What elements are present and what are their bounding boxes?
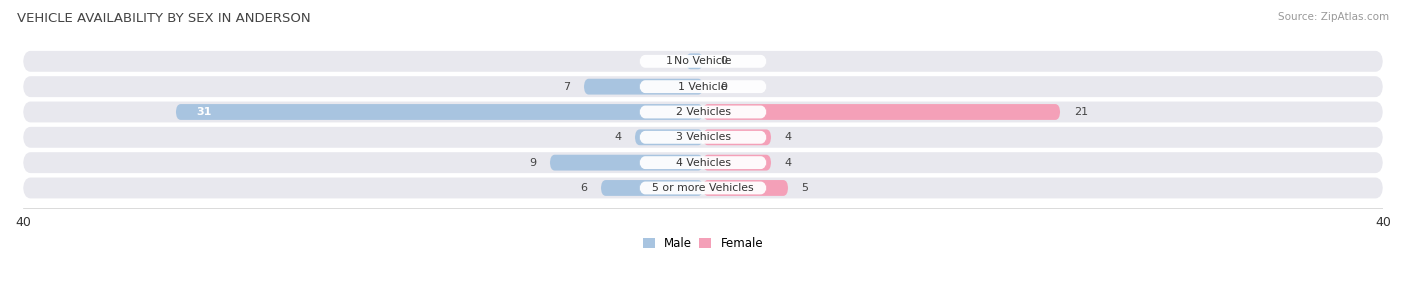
Text: 4: 4 — [614, 132, 621, 142]
FancyBboxPatch shape — [640, 55, 766, 68]
Text: 31: 31 — [197, 107, 212, 117]
FancyBboxPatch shape — [583, 79, 703, 95]
FancyBboxPatch shape — [22, 76, 1384, 97]
Text: 4 Vehicles: 4 Vehicles — [675, 158, 731, 168]
Text: Source: ZipAtlas.com: Source: ZipAtlas.com — [1278, 12, 1389, 22]
FancyBboxPatch shape — [703, 155, 770, 170]
FancyBboxPatch shape — [703, 180, 787, 196]
FancyBboxPatch shape — [22, 102, 1384, 122]
FancyBboxPatch shape — [22, 51, 1384, 72]
Text: 4: 4 — [785, 132, 792, 142]
Legend: Male, Female: Male, Female — [638, 232, 768, 255]
Text: 4: 4 — [785, 158, 792, 168]
FancyBboxPatch shape — [550, 155, 703, 170]
FancyBboxPatch shape — [640, 131, 766, 144]
FancyBboxPatch shape — [703, 129, 770, 145]
Text: No Vehicle: No Vehicle — [675, 56, 731, 66]
Text: 21: 21 — [1074, 107, 1088, 117]
Text: 5: 5 — [801, 183, 808, 193]
Text: 0: 0 — [720, 82, 727, 92]
Text: 3 Vehicles: 3 Vehicles — [675, 132, 731, 142]
Text: 0: 0 — [720, 56, 727, 66]
FancyBboxPatch shape — [640, 156, 766, 169]
FancyBboxPatch shape — [640, 80, 766, 93]
Text: VEHICLE AVAILABILITY BY SEX IN ANDERSON: VEHICLE AVAILABILITY BY SEX IN ANDERSON — [17, 12, 311, 25]
Text: 2 Vehicles: 2 Vehicles — [675, 107, 731, 117]
FancyBboxPatch shape — [600, 180, 703, 196]
FancyBboxPatch shape — [22, 152, 1384, 173]
Text: 6: 6 — [581, 183, 588, 193]
FancyBboxPatch shape — [636, 129, 703, 145]
FancyBboxPatch shape — [686, 53, 703, 69]
FancyBboxPatch shape — [22, 178, 1384, 199]
FancyBboxPatch shape — [22, 127, 1384, 148]
Text: 1: 1 — [665, 56, 672, 66]
FancyBboxPatch shape — [176, 104, 703, 120]
Text: 7: 7 — [564, 82, 571, 92]
Text: 5 or more Vehicles: 5 or more Vehicles — [652, 183, 754, 193]
Text: 9: 9 — [529, 158, 536, 168]
Text: 1 Vehicle: 1 Vehicle — [678, 82, 728, 92]
FancyBboxPatch shape — [640, 106, 766, 118]
FancyBboxPatch shape — [703, 104, 1060, 120]
FancyBboxPatch shape — [640, 181, 766, 194]
